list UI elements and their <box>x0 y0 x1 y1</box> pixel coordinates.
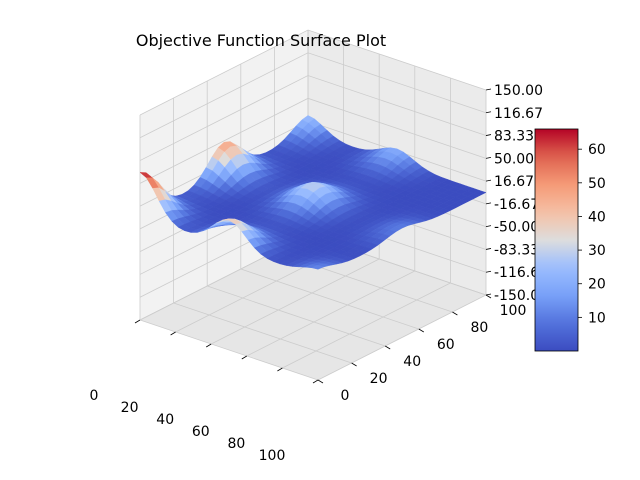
z-tick <box>485 179 492 182</box>
x-tick <box>170 331 176 336</box>
y-tick-label: 20 <box>370 371 388 387</box>
colorbar-bar <box>534 128 579 352</box>
gridline-z <box>139 29 487 116</box>
z-tick <box>485 111 492 114</box>
z-tick-label: -16.67 <box>494 197 539 213</box>
z-tick <box>485 225 492 228</box>
x-tick <box>312 379 319 384</box>
z-tick-label: 150.00 <box>494 83 543 99</box>
x-tick-label: 80 <box>227 436 245 452</box>
axis-ticks: 0 20 40 60 80 100 0 20 40 60 80 100 150.00 116.67 83.3… <box>90 83 549 464</box>
gridline-z <box>139 97 487 184</box>
y-tick-label: 100 <box>500 303 527 319</box>
colorbar-tick-label: 30 <box>588 243 606 259</box>
y-tick-label: 80 <box>470 320 488 336</box>
x-tick <box>205 343 212 348</box>
x-tick-label: 40 <box>156 412 174 428</box>
gridline-z <box>139 75 487 161</box>
y-tick-label: 40 <box>403 354 421 370</box>
z-tick <box>485 134 492 136</box>
z-tick-label: 50.00 <box>494 151 534 167</box>
y-tick <box>317 379 324 384</box>
colorbar-tick-label: 50 <box>588 176 606 192</box>
z-tick <box>485 270 492 273</box>
y-tick <box>418 328 425 333</box>
z-tick-label: -83.33 <box>494 242 539 258</box>
z-tick-label: 116.67 <box>494 106 543 122</box>
z-tick <box>485 88 492 91</box>
z-tick <box>485 202 492 205</box>
y-tick <box>452 311 458 316</box>
z-tick <box>485 248 492 250</box>
z-tick-label: -50.00 <box>494 220 539 236</box>
z-tick-label: 16.67 <box>494 174 534 190</box>
y-tick-label: 0 <box>341 388 350 404</box>
gridline-z <box>139 52 487 139</box>
x-tick-label: 20 <box>121 400 139 416</box>
z-tick-label: 83.33 <box>494 129 534 145</box>
colorbar-tick-label: 60 <box>588 142 606 158</box>
x-tick <box>277 367 283 372</box>
x-tick <box>241 355 248 360</box>
colorbar-tick-label: 10 <box>588 310 606 326</box>
surface-patch <box>310 265 325 270</box>
x-tick <box>134 319 141 324</box>
x-tick-label: 60 <box>192 424 210 440</box>
y-tick <box>485 294 492 299</box>
z-tick-label: -150.00 <box>494 288 548 304</box>
y-tick <box>384 345 391 350</box>
surface-mesh <box>139 115 487 270</box>
y-tick-label: 60 <box>437 337 455 353</box>
colorbar-tick-label: 40 <box>588 209 606 225</box>
y-tick <box>351 362 357 367</box>
z-tick <box>485 293 492 296</box>
pane-floor <box>140 235 486 380</box>
x-tick-label: 0 <box>90 388 99 404</box>
x-tick-label: 100 <box>259 448 286 464</box>
chart-title: Objective Function Surface Plot <box>136 31 386 50</box>
z-tick-label: -116.67 <box>494 265 548 281</box>
colorbar-tick-label: 20 <box>588 277 606 293</box>
z-tick <box>485 156 492 159</box>
colorbar: 10 20 30 40 50 60 <box>534 128 606 352</box>
